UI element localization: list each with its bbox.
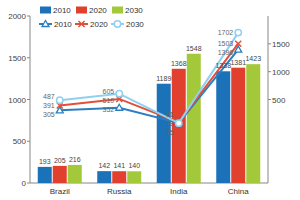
legend-label: 2030 [126, 20, 144, 29]
y-tick [27, 57, 30, 58]
legend-label: 2010 [53, 6, 71, 15]
line-data-label: 605 [103, 88, 115, 95]
line-data-label: 352 [103, 106, 115, 113]
bar-data-label: 1548 [186, 45, 202, 52]
legend: 2010 2020 2030 2010 2020 2030 [39, 6, 144, 29]
bar-data-label: 1368 [171, 60, 187, 67]
bar-data-label: 1381 [230, 59, 246, 66]
line-data-label: 1702 [218, 29, 234, 36]
line-marker [235, 41, 241, 47]
bar [216, 71, 230, 183]
line-marker [116, 104, 123, 110]
line [60, 50, 239, 123]
line-marker [175, 119, 182, 125]
line-data-label: 391 [43, 102, 55, 109]
bar [187, 54, 201, 183]
bar-data-label: 1338 [215, 62, 231, 69]
line [60, 33, 239, 124]
category-label: China [228, 187, 249, 196]
chart: 0 500 1000 1500 2000 500 1000 1500 Brazil Russia I… [0, 0, 300, 200]
y2-tick [268, 99, 271, 100]
legend-label: 2020 [89, 6, 107, 15]
y-tick-label: 0 [22, 179, 27, 188]
bar-data-label: 193 [39, 158, 51, 165]
bar-data-label: 1423 [245, 55, 261, 62]
line-data-label: 1396 [218, 49, 234, 56]
y-tick [27, 99, 30, 100]
y-tick-label: 2000 [8, 12, 26, 21]
y-tick [27, 141, 30, 142]
y-tick-label: 500 [13, 137, 27, 146]
bar [231, 68, 245, 183]
legend-label: 2020 [90, 20, 108, 29]
y2-tick [268, 43, 271, 44]
bar-data-label: 216 [69, 156, 81, 163]
bar [53, 166, 67, 183]
bar-data-label: 140 [128, 162, 140, 169]
line-data-label: 510 [103, 97, 115, 104]
y2-tick-label: 1000 [272, 68, 290, 77]
legend-swatch [40, 7, 51, 14]
bar [112, 171, 126, 183]
y-tick-label: 1500 [8, 54, 26, 63]
y2-tick-label: 500 [272, 96, 286, 105]
bar [172, 69, 186, 183]
category-label: Brazil [50, 187, 70, 196]
bar [38, 167, 52, 183]
line-data-label: 1503 [218, 40, 234, 47]
line-data-label: 78 [166, 120, 174, 127]
line-data-label: 487 [43, 93, 55, 100]
y-tick [27, 183, 30, 184]
bar [246, 64, 260, 183]
bar-data-label: 141 [113, 162, 125, 169]
line-marker [57, 97, 63, 103]
bar-data-label: 142 [98, 162, 110, 169]
legend-marker [42, 21, 49, 27]
line-marker [235, 29, 241, 35]
bar-data-label: 1189 [156, 75, 171, 82]
y2-tick [268, 71, 271, 72]
bar [68, 165, 82, 183]
category-label: India [170, 187, 188, 196]
line [60, 44, 239, 123]
line-data-label: 75 [166, 129, 174, 136]
y2-tick-label: 1500 [272, 40, 290, 49]
y-tick-label: 1000 [8, 96, 26, 105]
legend-label: 2010 [54, 20, 72, 29]
line-marker [116, 90, 122, 96]
legend-marker [114, 21, 120, 27]
bar [127, 171, 141, 183]
category-label: Russia [107, 187, 132, 196]
legend-marker [79, 21, 85, 27]
line-data-label: 305 [43, 111, 55, 118]
bar [97, 171, 111, 183]
legend-swatch [76, 7, 87, 14]
line-data-label: 91 [166, 111, 174, 118]
y-tick [27, 16, 30, 17]
data-labels: 193 142 1189 1338 205 141 1368 1381 216 140 1548 14… [39, 29, 261, 170]
legend-label: 2030 [125, 6, 143, 15]
bar-data-label: 205 [54, 157, 66, 164]
legend-swatch [112, 7, 123, 14]
line-marker [176, 120, 182, 126]
plot-marks [38, 29, 261, 183]
